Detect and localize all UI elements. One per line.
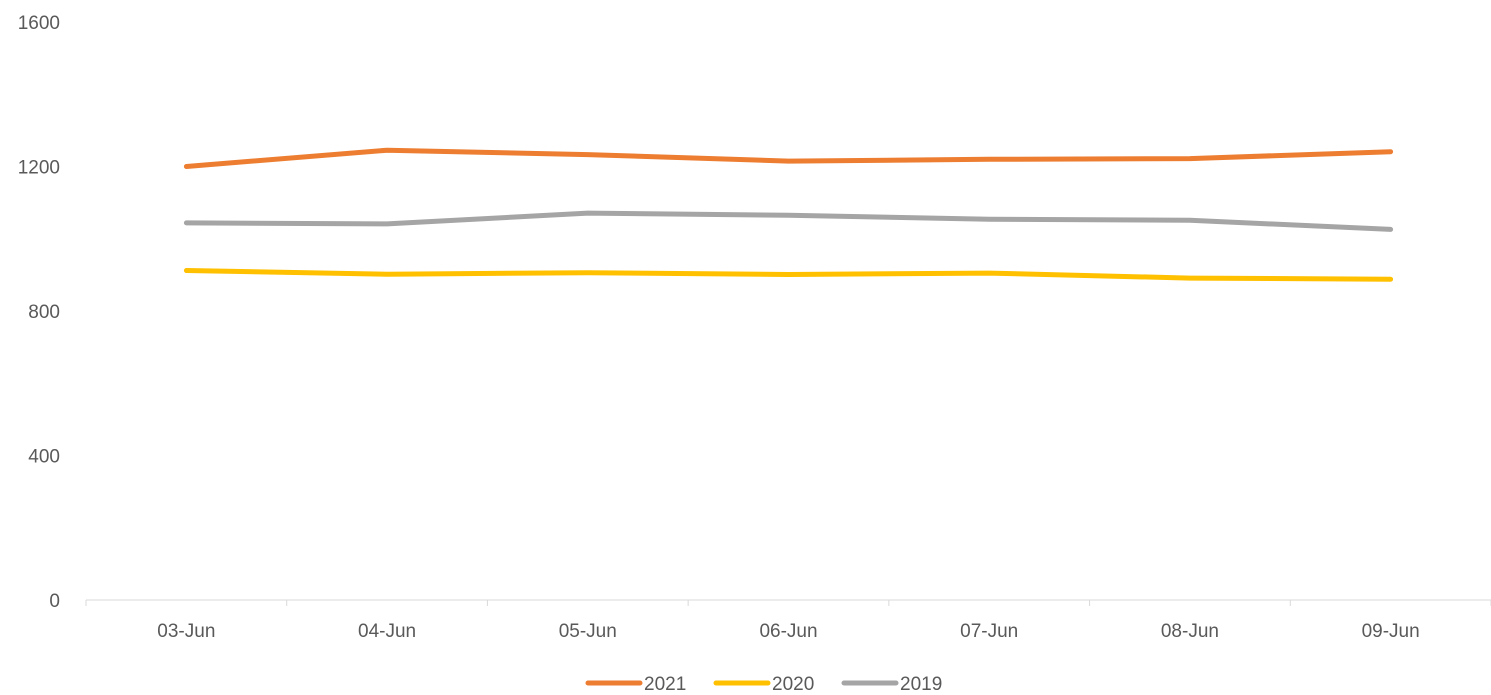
legend-label-2020: 2020 [772, 674, 814, 695]
x-tick-label: 06-Jun [759, 621, 817, 642]
y-tick-label: 1200 [18, 158, 60, 179]
x-tick-label: 07-Jun [960, 621, 1018, 642]
legend-label-2021: 2021 [644, 674, 686, 695]
legend: 2021 2020 2019 [585, 674, 942, 695]
series-line-2021 [183, 147, 1394, 169]
y-tick-label: 400 [28, 447, 60, 468]
x-tick-label: 05-Jun [559, 621, 617, 642]
series-layer [183, 147, 1394, 282]
y-tick-label: 800 [28, 302, 60, 323]
y-tick-label: 1600 [18, 13, 60, 34]
y-tick-label: 0 [49, 591, 60, 612]
legend-label-2019: 2019 [900, 674, 942, 695]
series-line-2020 [183, 268, 1394, 282]
x-tick-label: 09-Jun [1362, 621, 1420, 642]
x-tick-label: 08-Jun [1161, 621, 1219, 642]
series-line-2019 [183, 210, 1394, 232]
x-axis: 03-Jun 04-Jun 05-Jun 06-Jun 07-Jun 08-Jun 09-J… [85, 599, 1491, 642]
y-axis: 0 400 800 1200 1600 [18, 13, 60, 612]
x-tick-label: 03-Jun [157, 621, 215, 642]
x-tick-label: 04-Jun [358, 621, 416, 642]
